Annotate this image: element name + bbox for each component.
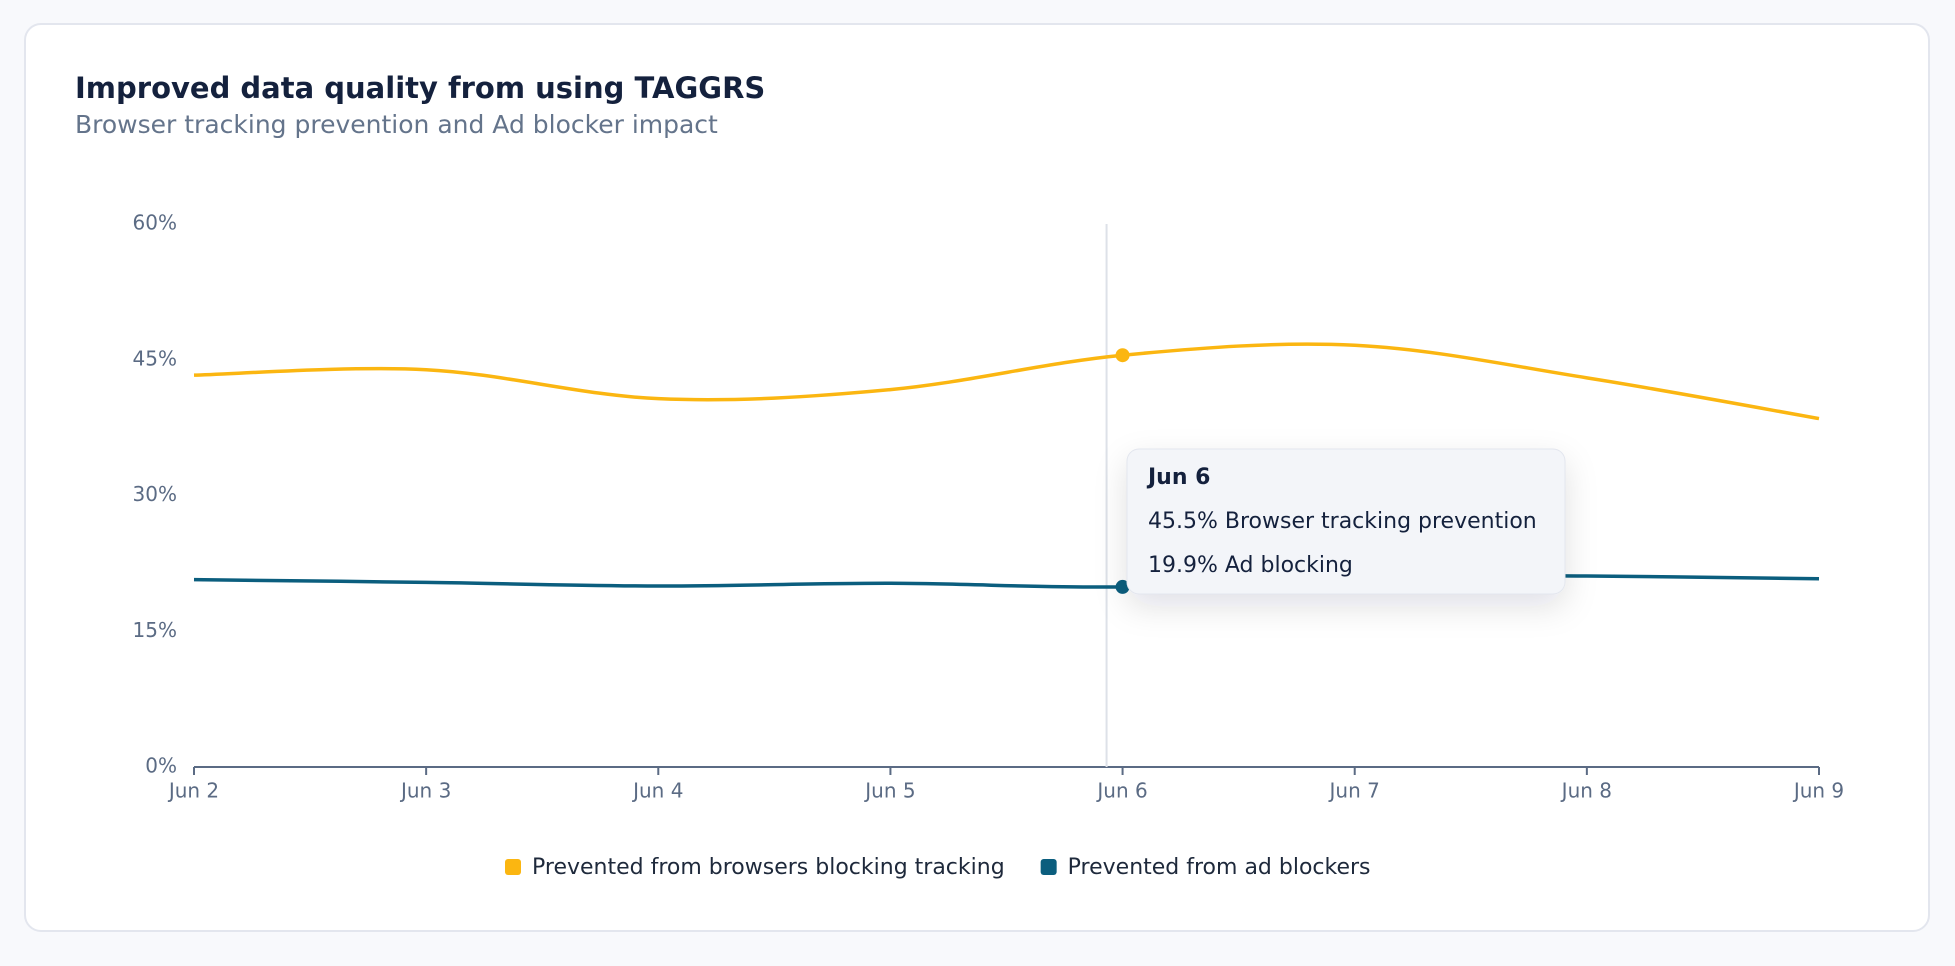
legend: Prevented from browsers blocking trackin… bbox=[505, 855, 1371, 880]
y-tick-label: 0% bbox=[145, 754, 177, 778]
y-tick-label: 30% bbox=[133, 482, 177, 506]
x-tick-label: Jun 4 bbox=[631, 779, 683, 803]
x-tick-label: Jun 9 bbox=[1792, 779, 1844, 803]
x-tick-label: Jun 3 bbox=[399, 779, 451, 803]
legend-swatch bbox=[1040, 859, 1057, 875]
chart-subtitle: Browser tracking prevention and Ad block… bbox=[75, 110, 718, 139]
tooltip-title: Jun 6 bbox=[1146, 465, 1210, 490]
legend-label: Prevented from browsers blocking trackin… bbox=[532, 855, 1005, 880]
x-tick-label: Jun 8 bbox=[1560, 779, 1612, 803]
x-tick-label: Jun 2 bbox=[167, 779, 219, 803]
active-point bbox=[1115, 348, 1130, 363]
tooltip-box bbox=[1126, 448, 1566, 595]
x-tick-label: Jun 5 bbox=[863, 779, 915, 803]
tooltip-line: 19.9% Ad blocking bbox=[1148, 553, 1353, 578]
chart-title: Improved data quality from using TAGGRS bbox=[75, 71, 765, 105]
x-tick-label: Jun 7 bbox=[1328, 779, 1380, 803]
card bbox=[24, 23, 1930, 932]
y-tick-label: 45% bbox=[133, 346, 177, 370]
series-line bbox=[193, 342, 1820, 421]
y-tick-label: 60% bbox=[133, 211, 177, 235]
active-point bbox=[1115, 579, 1130, 594]
tooltip-line: 45.5% Browser tracking prevention bbox=[1148, 509, 1537, 534]
y-tick-label: 15% bbox=[133, 618, 177, 642]
legend-label: Prevented from ad blockers bbox=[1068, 855, 1371, 880]
tooltip: Jun 6 45.5% Browser tracking prevention 19… bbox=[1126, 448, 1566, 595]
legend-swatch bbox=[505, 859, 521, 875]
x-tick-label: Jun 6 bbox=[1095, 779, 1147, 803]
